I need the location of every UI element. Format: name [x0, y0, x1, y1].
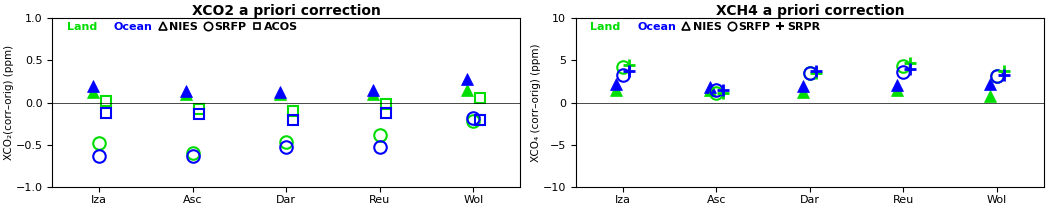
Y-axis label: XCO₂(corr–orig) (ppm): XCO₂(corr–orig) (ppm) [4, 45, 15, 160]
Title: XCO2 a priori correction: XCO2 a priori correction [192, 4, 380, 18]
Y-axis label: XCO₄ (corr–orig) (ppm): XCO₄ (corr–orig) (ppm) [531, 43, 542, 162]
Title: XCH4 a priori correction: XCH4 a priori correction [716, 4, 904, 18]
Legend: Land, Ocean, NIES, SRFP, SRPR: Land, Ocean, NIES, SRFP, SRPR [578, 20, 822, 33]
Legend: Land, Ocean, NIES, SRFP, ACOS: Land, Ocean, NIES, SRFP, ACOS [54, 20, 299, 33]
